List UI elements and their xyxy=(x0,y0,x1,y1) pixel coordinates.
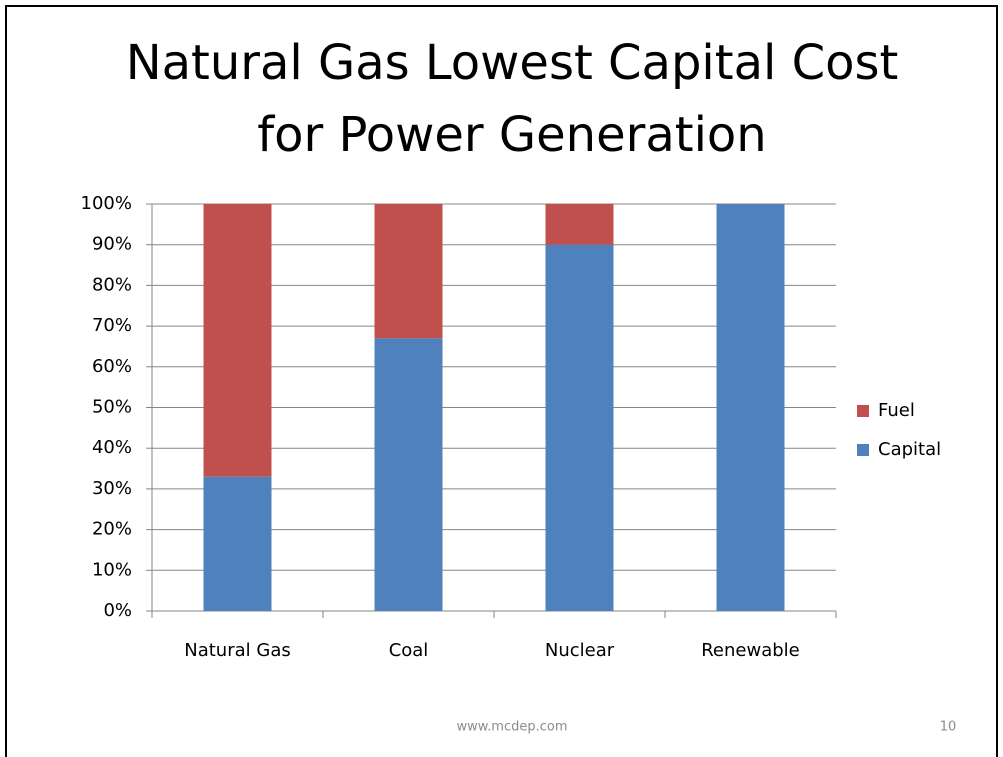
legend-swatch xyxy=(857,405,869,417)
bar-segment xyxy=(545,244,614,611)
y-tick-label: 70% xyxy=(92,315,132,336)
chart-title: for Power Generation xyxy=(257,107,766,163)
chart-title: Natural Gas Lowest Capital Cost xyxy=(126,35,899,91)
footer: www.mcdep.com xyxy=(456,720,567,735)
y-tick-label: 40% xyxy=(92,437,132,458)
x-tick-label: Nuclear xyxy=(545,640,615,661)
bar-segment xyxy=(374,204,443,339)
y-tick-label: 50% xyxy=(92,397,132,418)
legend-swatch xyxy=(857,444,869,456)
legend-label: Fuel xyxy=(878,400,915,421)
bar-segment xyxy=(203,204,272,477)
page-number: 10 xyxy=(940,720,957,735)
slide-border xyxy=(5,5,998,757)
x-tick-label: Renewable xyxy=(701,640,800,661)
y-tick-label: 0% xyxy=(103,600,132,621)
bar-segment xyxy=(203,476,272,611)
y-tick-label: 90% xyxy=(92,234,132,255)
y-tick-label: 100% xyxy=(81,193,132,214)
x-tick-label: Natural Gas xyxy=(184,640,290,661)
legend-label: Capital xyxy=(878,439,941,460)
y-tick-label: 30% xyxy=(92,478,132,499)
y-tick-label: 80% xyxy=(92,274,132,295)
y-tick-label: 20% xyxy=(92,519,132,540)
bar-segment xyxy=(374,338,443,611)
x-tick-label: Coal xyxy=(389,640,429,661)
bar-segment xyxy=(716,204,785,611)
y-tick-label: 10% xyxy=(92,559,132,580)
y-tick-label: 60% xyxy=(92,356,132,377)
bar-segment xyxy=(545,204,614,245)
